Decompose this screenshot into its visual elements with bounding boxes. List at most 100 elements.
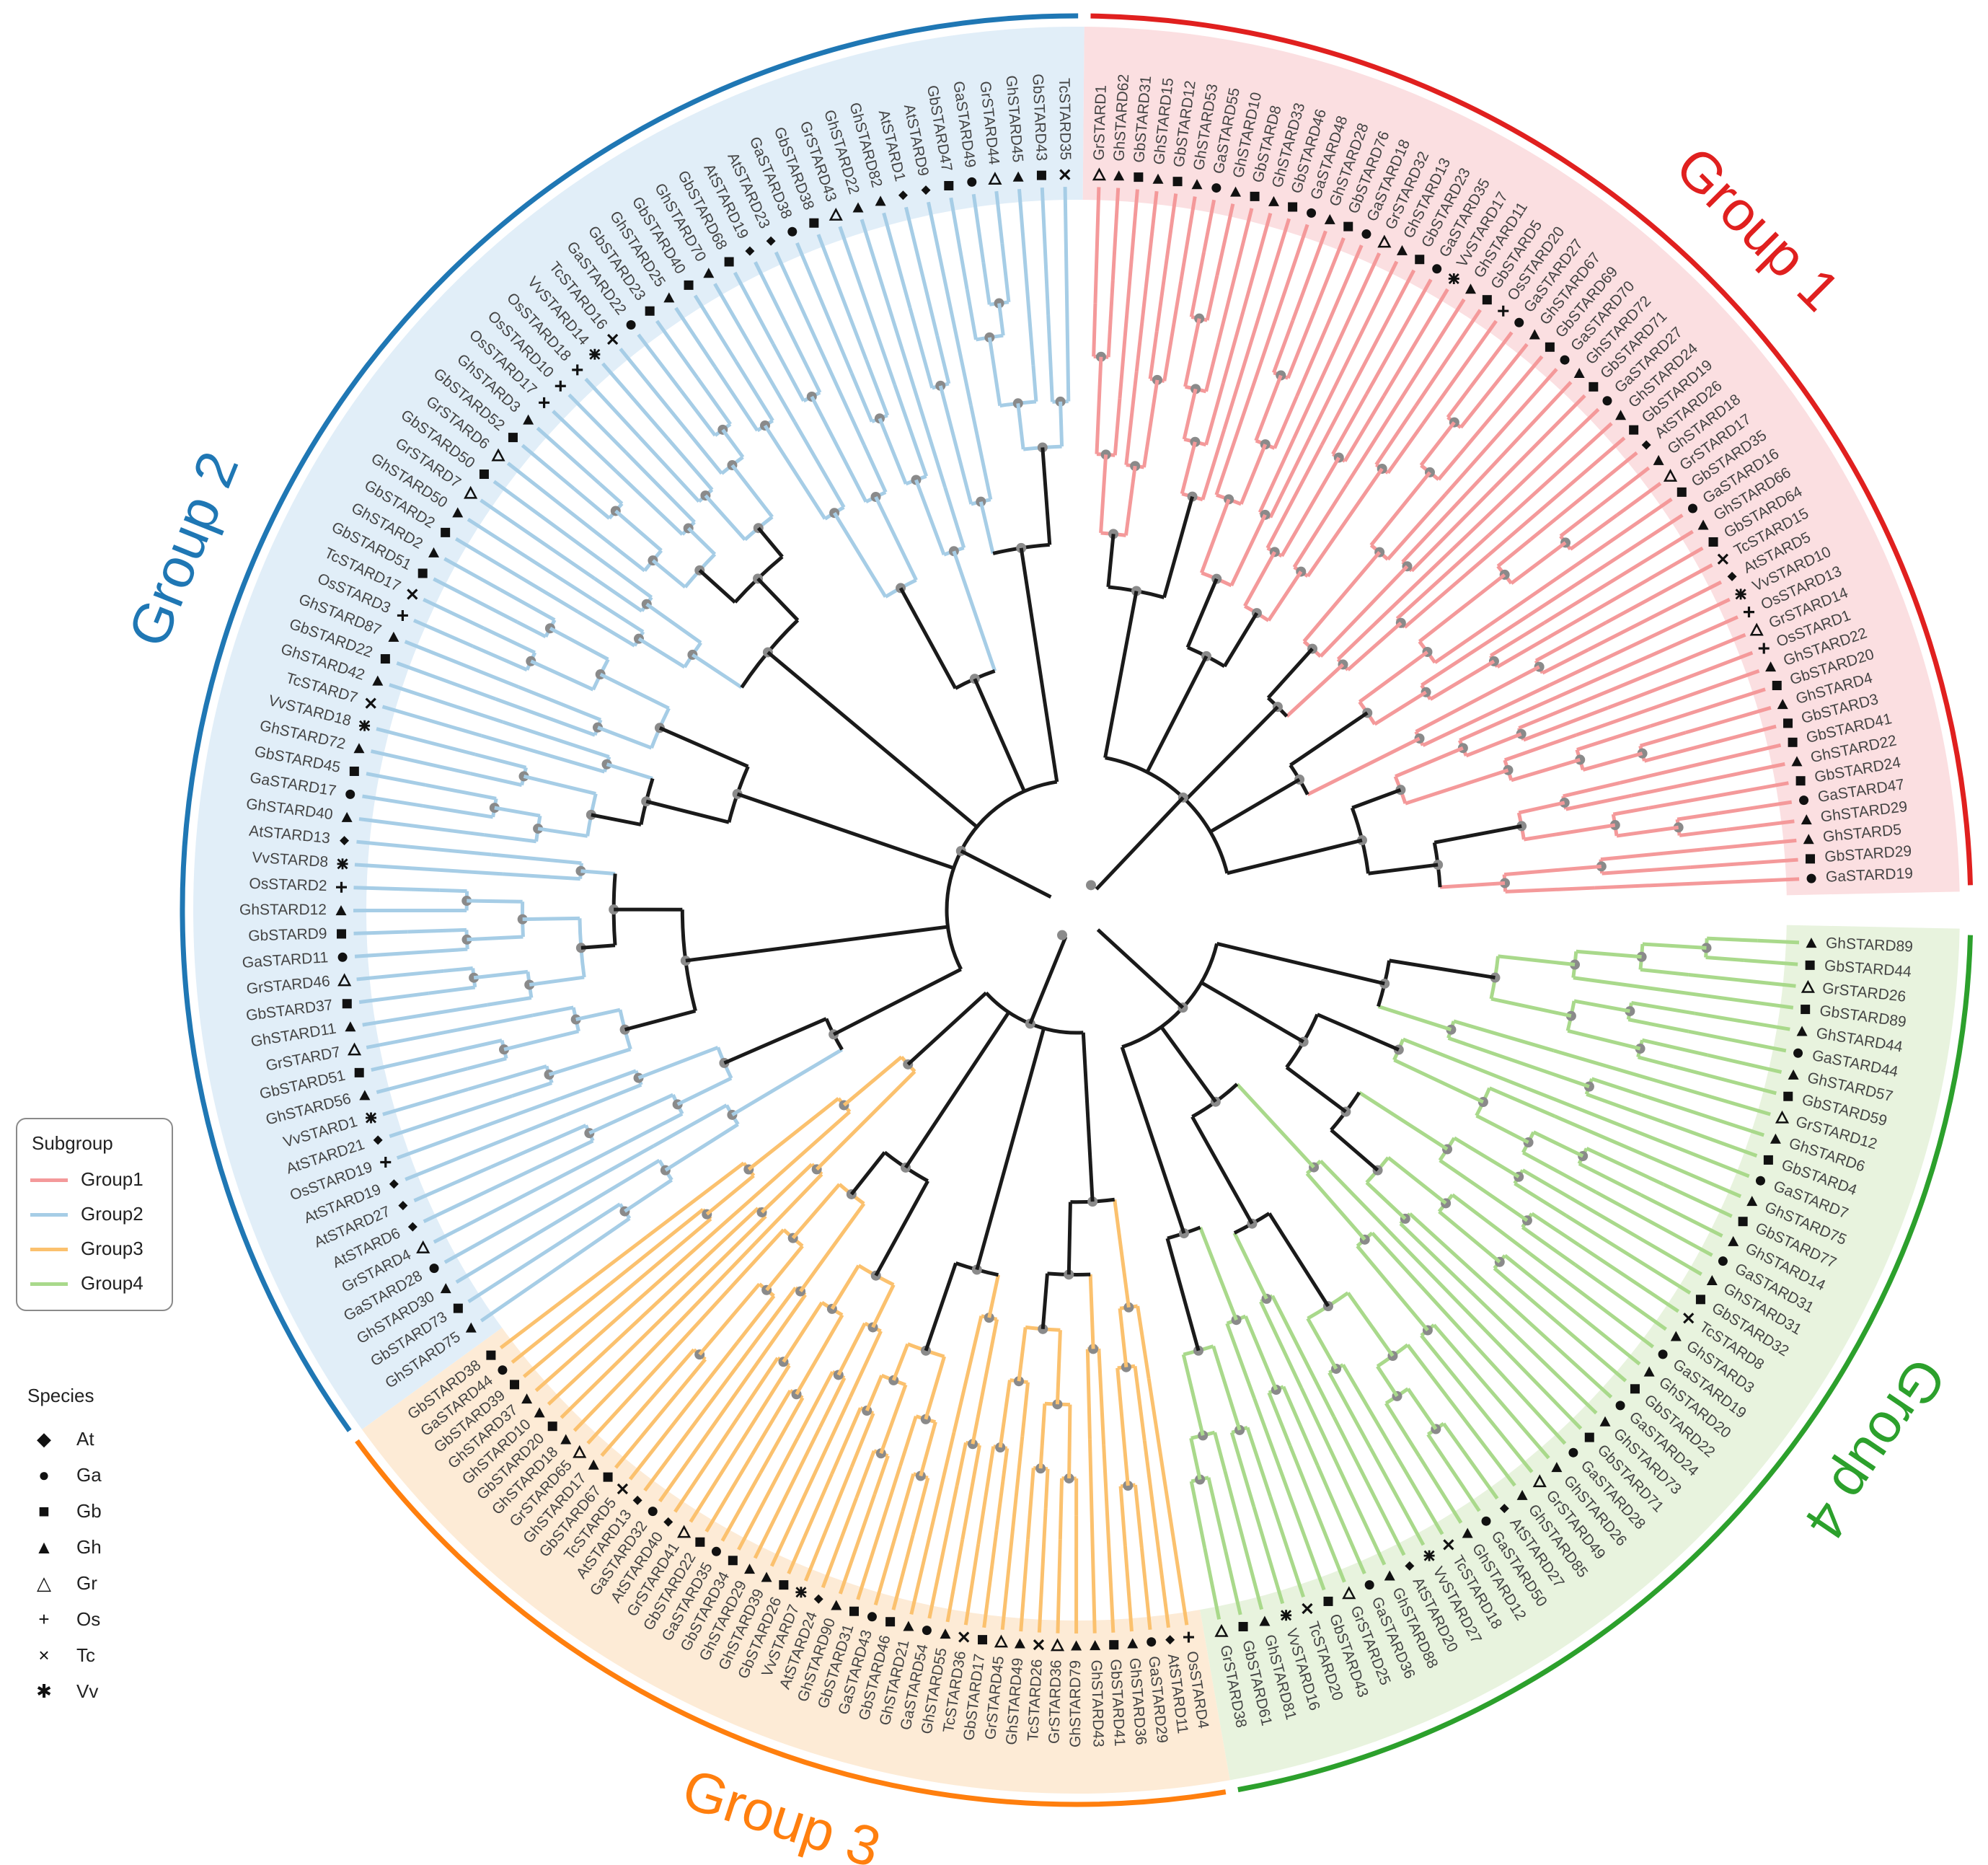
node-dot bbox=[1055, 396, 1066, 407]
branch-line bbox=[1038, 1403, 1047, 1469]
branch-line bbox=[591, 597, 645, 634]
species-mark-vv bbox=[1448, 273, 1459, 284]
branch-line bbox=[1319, 1160, 1399, 1241]
branch-line bbox=[1496, 635, 1550, 669]
branch-line bbox=[1673, 1064, 1777, 1095]
species-mark-gb bbox=[1772, 681, 1782, 691]
branch-line bbox=[480, 1261, 567, 1323]
branch-line bbox=[1123, 1546, 1134, 1632]
branch-line bbox=[1518, 801, 1565, 815]
branch-line bbox=[1118, 189, 1139, 399]
branch-line bbox=[1110, 188, 1121, 281]
species-mark-gb bbox=[1783, 718, 1793, 728]
branch-line bbox=[455, 1207, 579, 1284]
species-mark-gb bbox=[1805, 960, 1815, 970]
branch-line bbox=[362, 794, 424, 808]
branch-line bbox=[362, 1002, 488, 1027]
branch-line bbox=[1547, 546, 1704, 640]
branch-line bbox=[537, 826, 588, 838]
branch-line bbox=[904, 1011, 1011, 1169]
branch-line bbox=[1358, 1090, 1449, 1151]
branch-line bbox=[684, 1207, 759, 1277]
branch-line bbox=[818, 1377, 847, 1428]
branch-line bbox=[1418, 1455, 1463, 1524]
branch-line bbox=[354, 863, 503, 876]
branch-line bbox=[1095, 796, 1185, 891]
branch-line bbox=[872, 1455, 890, 1495]
branch-line bbox=[1331, 393, 1369, 455]
species-mark-gb bbox=[1584, 1432, 1594, 1442]
branch-line bbox=[1019, 547, 1059, 782]
branch-line bbox=[795, 242, 854, 374]
branch-line bbox=[1620, 743, 1782, 785]
branch-line bbox=[795, 1314, 844, 1396]
species-mark-gb bbox=[1545, 342, 1555, 352]
branch-line bbox=[552, 410, 618, 473]
branch-line bbox=[1643, 740, 1716, 763]
species-mark-gb bbox=[1801, 1005, 1811, 1015]
species-mark-at bbox=[398, 1201, 408, 1211]
species-label-gr: Gr bbox=[76, 1572, 97, 1594]
branch-line bbox=[871, 1284, 896, 1328]
species-mark-gh bbox=[1777, 699, 1788, 710]
branch-line bbox=[943, 486, 966, 549]
branch-line bbox=[673, 1416, 740, 1513]
branch-line bbox=[1268, 1212, 1330, 1308]
branch-line bbox=[960, 849, 1052, 899]
species-mark-at bbox=[407, 1222, 418, 1232]
branch-line bbox=[1306, 467, 1384, 578]
group-arc-group2 bbox=[180, 13, 1079, 1432]
node-dot bbox=[533, 823, 544, 834]
branch-line bbox=[1648, 781, 1789, 810]
branch-line bbox=[1289, 711, 1369, 767]
species-mark-ga bbox=[648, 1507, 658, 1517]
branch-line bbox=[1616, 825, 1679, 838]
branch-line bbox=[1113, 398, 1122, 456]
species-legend-title: Species bbox=[27, 1385, 94, 1406]
branch-line bbox=[676, 1358, 707, 1394]
branch-line bbox=[1358, 650, 1428, 704]
branch-line bbox=[771, 343, 805, 402]
branch-line bbox=[622, 1217, 712, 1294]
node-dot bbox=[1100, 449, 1111, 460]
branch-line bbox=[1102, 1445, 1116, 1633]
branch-line bbox=[1386, 422, 1425, 475]
species-mark-vv bbox=[359, 720, 371, 731]
species-mark-gb bbox=[885, 1617, 896, 1627]
legend-item-group4: Group4 bbox=[30, 1268, 167, 1297]
branch-line bbox=[1136, 1305, 1151, 1379]
branch-line bbox=[769, 1396, 852, 1567]
species-mark-gb bbox=[547, 1421, 557, 1432]
branch-line bbox=[1272, 319, 1295, 374]
branch-line bbox=[614, 1390, 680, 1469]
branch-line bbox=[1705, 956, 1745, 963]
branch-line bbox=[830, 1264, 860, 1310]
branch-line bbox=[1200, 981, 1304, 1044]
branch-line bbox=[467, 517, 593, 601]
branch-line bbox=[1418, 573, 1506, 643]
leaf-label: GrSTARD36 bbox=[1046, 1659, 1065, 1744]
species-mark-gh bbox=[353, 743, 365, 754]
branch-line bbox=[987, 337, 1002, 407]
branch-line bbox=[599, 672, 670, 710]
branch-line bbox=[860, 219, 947, 488]
branch-line bbox=[1374, 405, 1418, 466]
branch-line bbox=[1446, 386, 1472, 419]
branch-line bbox=[396, 661, 497, 701]
node-dot bbox=[1086, 880, 1096, 891]
branch-line bbox=[982, 1529, 999, 1628]
species-mark-ga bbox=[1361, 229, 1371, 239]
branch-line bbox=[1470, 1291, 1598, 1415]
branch-line bbox=[1252, 1506, 1285, 1605]
branch-line bbox=[1291, 252, 1382, 440]
branch-line bbox=[1118, 1486, 1127, 1547]
branch-line bbox=[1118, 1308, 1128, 1367]
branch-line bbox=[1371, 1231, 1423, 1288]
branch-line bbox=[1113, 1199, 1131, 1308]
branch-line bbox=[862, 444, 888, 493]
legend-item-group3: Group3 bbox=[30, 1233, 167, 1262]
species-mark-at bbox=[1499, 1504, 1509, 1514]
species-mark-ga bbox=[867, 1612, 877, 1622]
species-label-gh: Gh bbox=[76, 1536, 102, 1558]
species-mark-ga bbox=[1615, 1401, 1625, 1411]
